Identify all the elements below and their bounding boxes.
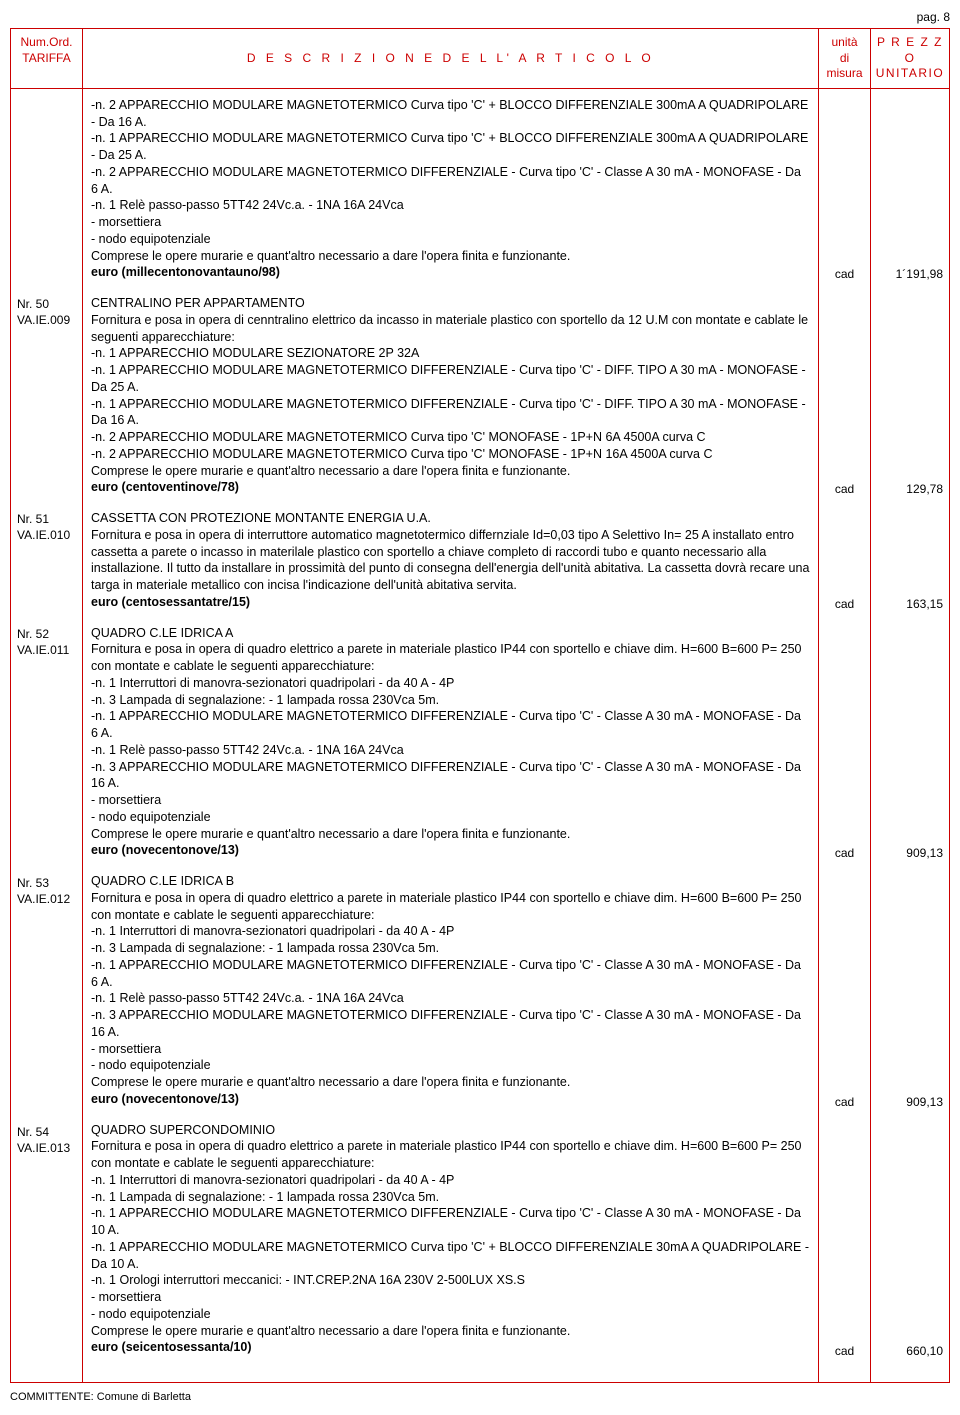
item-ref: Nr. 53 VA.IE.012 bbox=[17, 876, 76, 1111]
item-body: -n. 2 APPARECCHIO MODULARE MAGNETOTERMIC… bbox=[91, 97, 810, 265]
item-unit: cad bbox=[823, 1095, 866, 1109]
item-unit-cell: cad bbox=[823, 625, 866, 860]
item-price: 660,10 bbox=[877, 1344, 943, 1358]
item-description: CENTRALINO PER APPARTAMENTOFornitura e p… bbox=[91, 295, 810, 496]
header-unita: unità di misura bbox=[819, 29, 871, 88]
item-title: QUADRO C.LE IDRICA B bbox=[91, 873, 810, 890]
item-unit-cell: cad bbox=[823, 295, 866, 496]
item-description: QUADRO C.LE IDRICA BFornitura e posa in … bbox=[91, 873, 810, 1108]
item-ref1: Nr. 50 bbox=[17, 297, 76, 311]
item-ref: Nr. 51 VA.IE.010 bbox=[17, 512, 76, 613]
committente-label: COMMITTENTE: Comune di Barletta bbox=[10, 1391, 950, 1403]
header-tariffa: Num.Ord. TARIFFA bbox=[11, 29, 83, 88]
item-ref bbox=[17, 99, 76, 283]
item-euro: euro (seicentosessanta/10) bbox=[91, 1339, 810, 1356]
item-title: CASSETTA CON PROTEZIONE MONTANTE ENERGIA… bbox=[91, 510, 810, 527]
item-ref2: VA.IE.013 bbox=[17, 1141, 76, 1155]
item-unit-cell: cad bbox=[823, 874, 866, 1109]
table-header: Num.Ord. TARIFFA D E S C R I Z I O N E D… bbox=[11, 29, 949, 89]
item-title: QUADRO SUPERCONDOMINIO bbox=[91, 1122, 810, 1139]
item-body: Fornitura e posa in opera di quadro elet… bbox=[91, 1138, 810, 1339]
item-unit: cad bbox=[823, 267, 866, 281]
item-ref2: VA.IE.009 bbox=[17, 313, 76, 327]
item-price: 1´191,98 bbox=[877, 267, 943, 281]
item-ref: Nr. 52 VA.IE.011 bbox=[17, 627, 76, 862]
item-price-cell: 909,13 bbox=[877, 874, 943, 1109]
item-body: Fornitura e posa in opera di cenntralino… bbox=[91, 312, 810, 480]
item-unit: cad bbox=[823, 1344, 866, 1358]
item-euro: euro (novecentonove/13) bbox=[91, 842, 810, 859]
item-title: CENTRALINO PER APPARTAMENTO bbox=[91, 295, 810, 312]
item-price: 909,13 bbox=[877, 1095, 943, 1109]
header-descrizione: D E S C R I Z I O N E D E L L' A R T I C… bbox=[83, 29, 819, 88]
item-euro: euro (centosessantatre/15) bbox=[91, 594, 810, 611]
item-price: 129,78 bbox=[877, 482, 943, 496]
item-body: Fornitura e posa in opera di interruttor… bbox=[91, 527, 810, 594]
item-description: QUADRO SUPERCONDOMINIOFornitura e posa i… bbox=[91, 1122, 810, 1357]
item-ref1: Nr. 51 bbox=[17, 512, 76, 526]
item-price-cell: 909,13 bbox=[877, 625, 943, 860]
item-body: Fornitura e posa in opera di quadro elet… bbox=[91, 641, 810, 842]
table-body: Nr. 50 VA.IE.009 Nr. 51 VA.IE.010 Nr. 52 VA.I… bbox=[11, 89, 949, 1382]
item-price-cell: 1´191,98 bbox=[877, 97, 943, 281]
item-body: Fornitura e posa in opera di quadro elet… bbox=[91, 890, 810, 1091]
item-unit-cell: cad bbox=[823, 510, 866, 611]
item-price-cell: 129,78 bbox=[877, 295, 943, 496]
item-unit-cell: cad bbox=[823, 1123, 866, 1358]
item-unit-cell: cad bbox=[823, 97, 866, 281]
item-unit: cad bbox=[823, 846, 866, 860]
item-price: 909,13 bbox=[877, 846, 943, 860]
item-description: -n. 2 APPARECCHIO MODULARE MAGNETOTERMIC… bbox=[91, 97, 810, 281]
item-description: CASSETTA CON PROTEZIONE MONTANTE ENERGIA… bbox=[91, 510, 810, 611]
item-ref2: VA.IE.010 bbox=[17, 528, 76, 542]
price-table: Num.Ord. TARIFFA D E S C R I Z I O N E D… bbox=[10, 28, 950, 1383]
header-prezzo: P R E Z Z O UNITARIO bbox=[871, 29, 949, 88]
item-ref1: Nr. 53 bbox=[17, 876, 76, 890]
item-price-cell: 163,15 bbox=[877, 510, 943, 611]
item-euro: euro (millecentonovantauno/98) bbox=[91, 264, 810, 281]
item-description: QUADRO C.LE IDRICA AFornitura e posa in … bbox=[91, 625, 810, 860]
item-price: 163,15 bbox=[877, 597, 943, 611]
item-ref: Nr. 50 VA.IE.009 bbox=[17, 297, 76, 498]
item-unit: cad bbox=[823, 597, 866, 611]
item-price-cell: 660,10 bbox=[877, 1123, 943, 1358]
item-euro: euro (centoventinove/78) bbox=[91, 479, 810, 496]
page-number: pag. 8 bbox=[10, 10, 950, 24]
item-ref1: Nr. 52 bbox=[17, 627, 76, 641]
item-ref2: VA.IE.012 bbox=[17, 892, 76, 906]
item-euro: euro (novecentonove/13) bbox=[91, 1091, 810, 1108]
item-unit: cad bbox=[823, 482, 866, 496]
item-ref1: Nr. 54 bbox=[17, 1125, 76, 1139]
item-ref: Nr. 54 VA.IE.013 bbox=[17, 1125, 76, 1360]
item-title: QUADRO C.LE IDRICA A bbox=[91, 625, 810, 642]
item-ref2: VA.IE.011 bbox=[17, 643, 76, 657]
